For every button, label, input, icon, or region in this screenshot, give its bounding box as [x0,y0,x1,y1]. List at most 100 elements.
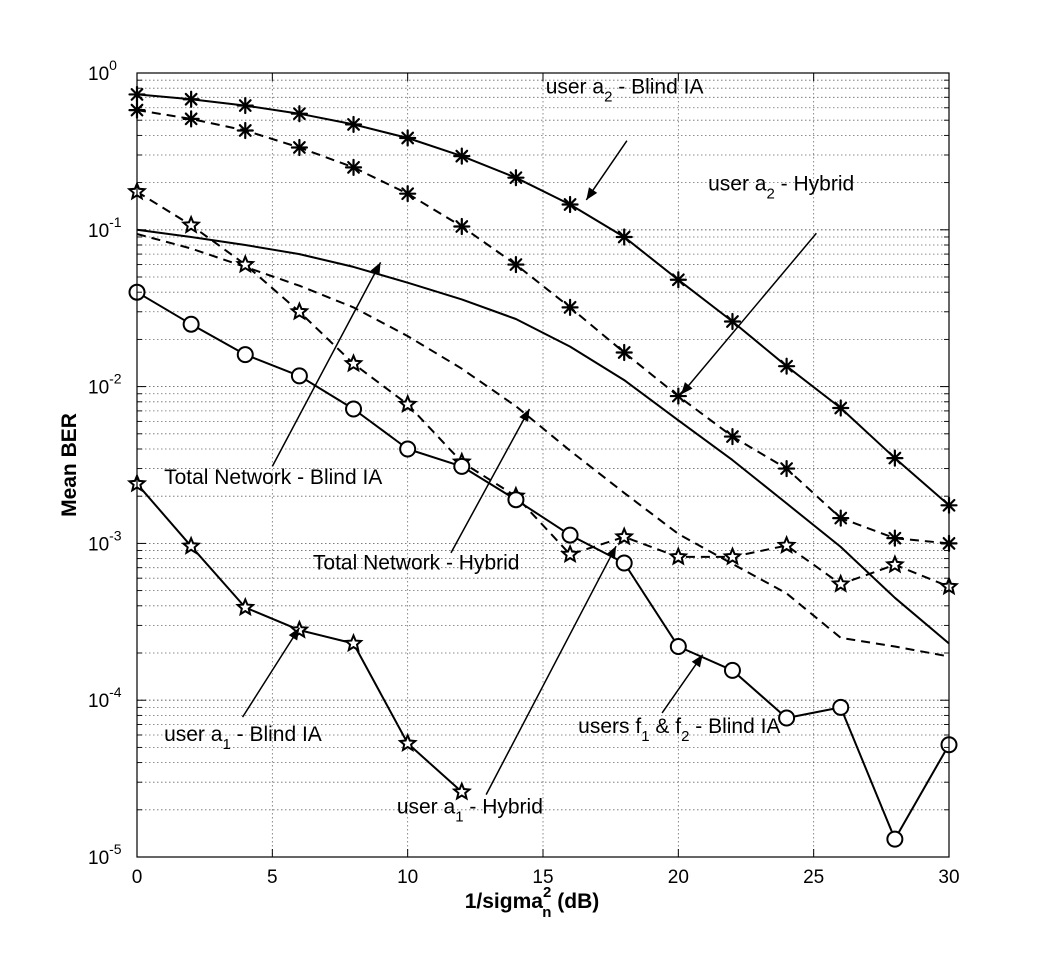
marker-asterisk [453,217,471,236]
series-2 [136,228,950,645]
marker-asterisk [399,129,417,147]
marker-asterisk-stroke [238,124,252,137]
marker-star [884,554,905,574]
annotation-a1_blind: user a1 - Blind IA [164,627,322,753]
marker-circle [669,638,687,656]
annotation-a2_hybrid: user a2 - Hybrid [680,173,854,396]
x-tick-label: 25 [803,867,824,888]
marker-asterisk-stroke [455,220,469,233]
series-group [126,85,960,848]
marker-asterisk [344,158,363,177]
y-axis-label: Mean BER [58,413,81,517]
marker-asterisk-stroke [509,258,523,271]
y-tick-label: 100 [88,57,117,85]
annotation-arrow-line [485,545,617,795]
marker-asterisk-stroke [617,346,631,359]
marker-circle [290,367,308,385]
x-tick-label: 5 [267,867,278,888]
marker-star [235,253,256,274]
annotation-total_hybrid: Total Network - Hybrid [313,408,531,575]
marker-asterisk [236,96,254,115]
marker-asterisk [561,298,579,316]
marker-asterisk-stroke [401,187,415,201]
marker-asterisk [777,357,796,375]
marker-asterisk [507,169,525,187]
marker-circle [453,457,471,475]
annotation-label: user a1 - Hybrid [397,795,543,825]
marker-asterisk [290,105,308,123]
series-line [136,190,950,588]
annotations: user a2 - Blind IA user a2 - Hybrid Total … [164,76,854,826]
annotation-arrow-line [450,408,531,554]
marker-circle [507,491,525,509]
marker-asterisk [290,138,308,157]
marker-asterisk-stroke [509,171,523,185]
series-line [136,109,950,545]
marker-asterisk [236,121,254,140]
annotation-arrow-line [680,232,817,396]
annotation-label: users f1 & f2 - Blind IA [578,715,780,745]
marker-asterisk-stroke [184,92,198,106]
annotation-arrow-line [241,627,301,718]
marker-star [668,546,689,566]
series-line [136,233,950,658]
annotation-label: user a1 - Blind IA [164,723,322,753]
annotation-arrow-head [586,187,598,200]
x-tick-label: 30 [938,867,959,888]
marker-circle [399,440,417,458]
marker-asterisk [669,271,687,289]
marker-star [397,732,418,753]
annotation-label: Total Network - Blind IA [164,466,382,489]
marker-asterisk [615,228,633,246]
marker-asterisk-stroke [347,118,360,131]
x-tick-label: 20 [668,867,689,888]
annotation-arrow-line [271,262,382,467]
y-tick-label: 10-2 [88,371,122,399]
y-tick-label: 10-3 [88,527,122,555]
marker-asterisk-stroke [292,141,306,154]
x-axis-label: 1/sigma2 n (dB) [465,884,600,921]
y-tick-label: 10-5 [88,841,122,869]
marker-circle [345,400,363,418]
marker-asterisk [723,312,742,331]
marker-asterisk-stroke [292,107,306,121]
marker-asterisk-stroke [184,112,198,126]
marker-star [722,546,743,566]
marker-asterisk-stroke [726,315,739,328]
marker-circle [236,346,254,364]
annotation-label: user a2 - Hybrid [708,173,854,203]
marker-asterisk-stroke [563,198,577,211]
series-0 [128,85,958,514]
series-line [136,93,950,507]
annotation-arrow-head [681,382,693,395]
marker-asterisk-stroke [238,99,252,112]
ticks: 0 5 10 15 20 25 30 10-5 10-4 10-3 10-2 10-1 100 [88,57,960,888]
marker-asterisk-stroke [617,230,631,244]
marker-asterisk [832,399,850,417]
marker-star [343,632,364,653]
annotation-arrow-head [691,654,703,668]
marker-star [343,353,364,373]
marker-asterisk-stroke [455,149,469,163]
annotation-label: user a2 - Blind IA [546,76,704,106]
marker-star [289,301,310,321]
marker-asterisk-stroke [726,430,739,443]
marker-asterisk [886,449,904,467]
series-6 [126,473,472,801]
annotation-arrow-head [519,408,530,422]
marker-star [451,781,472,801]
annotation-a2_blind: user a2 - Blind IA [546,76,704,201]
marker-asterisk-stroke [347,160,360,174]
annotation-label: Total Network - Hybrid [313,552,520,575]
marker-asterisk [723,427,742,446]
marker-circle [182,315,200,333]
marker-asterisk [344,115,363,134]
y-tick-label: 10-1 [88,214,122,242]
marker-asterisk-stroke [780,462,794,475]
marker-asterisk [832,509,850,527]
annotation-arrow-head [288,627,300,641]
marker-star [181,214,202,234]
marker-star [560,543,581,563]
